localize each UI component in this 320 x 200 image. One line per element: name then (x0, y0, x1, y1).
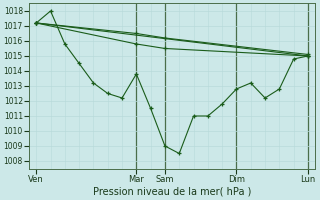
X-axis label: Pression niveau de la mer( hPa ): Pression niveau de la mer( hPa ) (93, 187, 251, 197)
